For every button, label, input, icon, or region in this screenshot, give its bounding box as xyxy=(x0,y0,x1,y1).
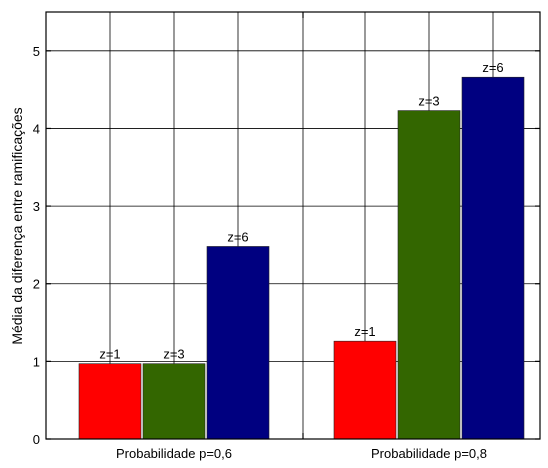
bar-labels: z=1 z=3 z=6 z=1 z=3 z=6 xyxy=(99,60,503,361)
bar-value-label: z=1 xyxy=(354,324,375,339)
bar-value-label: z=6 xyxy=(227,229,248,244)
bar-value-label: z=3 xyxy=(163,347,184,362)
bar-value-label: z=3 xyxy=(418,94,439,109)
y-tick-label: 3 xyxy=(33,199,40,214)
y-tick-label: 5 xyxy=(33,44,40,59)
plot-frame xyxy=(45,11,541,440)
y-tick-label: 2 xyxy=(33,277,40,292)
bar-z6-0 xyxy=(206,246,270,440)
bars xyxy=(78,76,525,440)
bar-z1-0 xyxy=(78,363,142,440)
bar-z3-0 xyxy=(142,363,206,440)
y-tick-label: 1 xyxy=(33,354,40,369)
ticks: 0 1 2 3 4 5 Probabilidade p=0,6 Probabilidade p… xyxy=(33,12,540,461)
bar-z6-1 xyxy=(461,76,525,440)
bar-z3-1 xyxy=(397,110,461,440)
bar-value-label: z=1 xyxy=(99,347,120,362)
y-axis-title: Média da diferença entre ramificações xyxy=(9,107,25,344)
y-tick-label: 0 xyxy=(33,432,40,447)
x-category-label: Probabilidade p=0,6 xyxy=(116,446,232,461)
y-tick-label: 4 xyxy=(33,121,40,136)
bar-value-label: z=6 xyxy=(482,60,503,75)
bar-z1-1 xyxy=(333,340,397,440)
x-category-label: Probabilidade p=0,8 xyxy=(371,446,487,461)
